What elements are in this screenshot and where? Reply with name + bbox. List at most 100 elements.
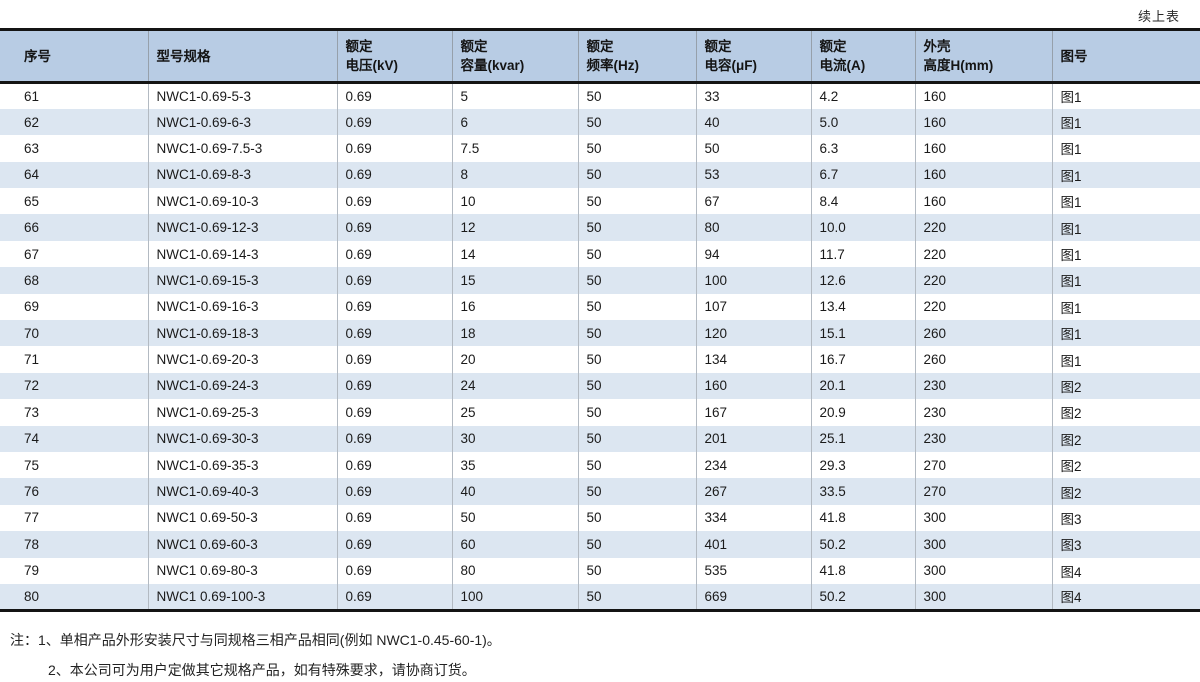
table-row: 76 NWC1-0.69-40-3 0.69 40 50 267 33.5 270 图2 (0, 478, 1200, 505)
table-cell: 167 (695, 399, 811, 426)
table-cell: 230 (914, 372, 1052, 400)
table-cell: 16.7 (810, 346, 915, 373)
table-cell: 图4 (1051, 557, 1200, 584)
table-cell: 160 (914, 188, 1052, 215)
table-cell: 160 (695, 372, 811, 400)
table-cell: 11.7 (810, 240, 915, 268)
table-cell: 50 (577, 531, 696, 558)
table-cell: 0.69 (336, 82, 452, 109)
table-cell: 300 (914, 504, 1052, 532)
table-row: 74 NWC1-0.69-30-3 0.69 30 50 201 25.1 230 图2 (0, 425, 1200, 452)
table-cell: 77 (0, 504, 148, 532)
table-cell: 267 (695, 478, 811, 505)
table-cell: 50 (577, 214, 696, 241)
table-cell: 260 (914, 346, 1052, 373)
table-cell: 50 (577, 557, 696, 584)
table-cell: 50 (577, 583, 696, 611)
col-header-capacitance: 额定 电容(μF) (695, 29, 811, 84)
table-row: 62 NWC1-0.69-6-3 0.69 6 50 40 5.0 160 图1 (0, 108, 1200, 136)
table-cell: 25.1 (810, 425, 915, 452)
table-row: 61 NWC1-0.69-5-3 0.69 5 50 33 4.2 160 图1 (0, 82, 1200, 109)
table-cell: 50 (695, 135, 811, 162)
table-cell: 67 (0, 240, 148, 268)
table-cell: 220 (914, 293, 1052, 321)
table-cell: 0.69 (336, 161, 452, 189)
table-row: 79 NWC1 0.69-80-3 0.69 80 50 535 41.8 300 图4 (0, 557, 1200, 584)
table-cell: 50 (577, 240, 696, 268)
table-cell: 6 (451, 108, 578, 136)
table-cell: 29.3 (810, 451, 915, 479)
table-cell: 50 (577, 188, 696, 215)
table-cell: 134 (695, 346, 811, 373)
table-cell: 94 (695, 240, 811, 268)
table-cell: 401 (695, 531, 811, 558)
table-cell: 10 (451, 188, 578, 215)
col-header-serial: 序号 (0, 29, 148, 84)
table-cell: 50 (577, 425, 696, 452)
col-header-capacity: 额定 容量(kvar) (451, 29, 578, 84)
table-cell: 12 (451, 214, 578, 241)
table-cell: 0.69 (336, 478, 452, 505)
table-cell: NWC1 0.69-80-3 (147, 557, 337, 584)
table-row: 78 NWC1 0.69-60-3 0.69 60 50 401 50.2 300 图3 (0, 531, 1200, 558)
footnote-prefix: 注： (10, 632, 38, 648)
col-header-current: 额定 电流(A) (810, 29, 915, 84)
table-cell: 24 (451, 372, 578, 400)
table-cell: 0.69 (336, 583, 452, 611)
table-row: 68 NWC1-0.69-15-3 0.69 15 50 100 12.6 220 图1 (0, 267, 1200, 294)
table-cell: 76 (0, 478, 148, 505)
table-row: 70 NWC1-0.69-18-3 0.69 18 50 120 15.1 260 图1 (0, 320, 1200, 347)
table-cell: NWC1 0.69-100-3 (147, 583, 337, 611)
table-cell: 15 (451, 267, 578, 294)
table-header: 序号 型号规格 额定 电压(kV) 额定 容量(kvar) 额定 频率(Hz) … (0, 29, 1200, 84)
col-header-voltage: 额定 电压(kV) (336, 29, 452, 84)
table-cell: 35 (451, 451, 578, 479)
table-cell: 0.69 (336, 240, 452, 268)
table-cell: 80 (695, 214, 811, 241)
table-cell: 20.9 (810, 399, 915, 426)
table-cell: 65 (0, 188, 148, 215)
table-row: 73 NWC1-0.69-25-3 0.69 25 50 167 20.9 230 图2 (0, 399, 1200, 426)
table-cell: 74 (0, 425, 148, 452)
table-cell: 0.69 (336, 372, 452, 400)
table-cell: NWC1-0.69-30-3 (147, 425, 337, 452)
col-header-model: 型号规格 (147, 29, 337, 84)
table-cell: 220 (914, 240, 1052, 268)
table-cell: 41.8 (810, 557, 915, 584)
table-cell: 220 (914, 214, 1052, 241)
col-header-shell-height: 外壳 高度H(mm) (914, 29, 1052, 84)
table-cell: 80 (451, 557, 578, 584)
table-cell: NWC1-0.69-8-3 (147, 161, 337, 189)
table-cell: 63 (0, 135, 148, 162)
table-cell: 230 (914, 399, 1052, 426)
table-cell: 78 (0, 531, 148, 558)
table-cell: 25 (451, 399, 578, 426)
table-cell: 120 (695, 320, 811, 347)
table-cell: 160 (914, 108, 1052, 136)
table-cell: 15.1 (810, 320, 915, 347)
table-row: 72 NWC1-0.69-24-3 0.69 24 50 160 20.1 230 图2 (0, 372, 1200, 400)
table-cell: 160 (914, 82, 1052, 109)
table-cell: NWC1 0.69-60-3 (147, 531, 337, 558)
table-cell: 0.69 (336, 108, 452, 136)
table-cell: 图1 (1051, 346, 1200, 373)
table-cell: 80 (0, 583, 148, 611)
table-cell: NWC1-0.69-14-3 (147, 240, 337, 268)
table-cell: 300 (914, 557, 1052, 584)
table-cell: 230 (914, 425, 1052, 452)
table-cell: 图1 (1051, 188, 1200, 215)
continued-from-previous-table-label: 续上表 (1137, 9, 1180, 24)
table-cell: 20.1 (810, 372, 915, 400)
table-cell: 图1 (1051, 293, 1200, 321)
table-cell: 图1 (1051, 161, 1200, 189)
table-cell: 0.69 (336, 451, 452, 479)
table-cell: 图1 (1051, 82, 1200, 109)
table-cell: 270 (914, 478, 1052, 505)
footnote-2-text: 2、本公司可为用户定做其它规格产品，如有特殊要求，请协商订货。 (48, 662, 476, 678)
table-cell: 69 (0, 293, 148, 321)
table-cell: 图2 (1051, 399, 1200, 426)
table-body: 61 NWC1-0.69-5-3 0.69 5 50 33 4.2 160 图1 62 NWC1-0… (0, 82, 1200, 611)
table-cell: NWC1-0.69-5-3 (147, 82, 337, 109)
table-row: 63 NWC1-0.69-7.5-3 0.69 7.5 50 50 6.3 160 图1 (0, 135, 1200, 162)
table-cell: 图1 (1051, 214, 1200, 241)
